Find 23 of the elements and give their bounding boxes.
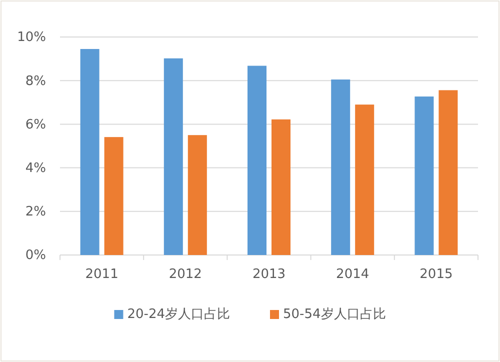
y-tick-label: 0% xyxy=(25,248,46,264)
y-tick-label: 10% xyxy=(17,30,46,46)
bar xyxy=(355,104,374,255)
y-tick-label: 8% xyxy=(25,74,46,89)
y-tick-label: 4% xyxy=(25,160,46,176)
y-tick-label: 6% xyxy=(25,117,46,132)
y-tick-label: 2% xyxy=(25,204,46,220)
bar xyxy=(104,137,124,255)
bar xyxy=(80,48,100,255)
x-tick-label: 2011 xyxy=(85,267,118,282)
x-tick-label: 2013 xyxy=(252,267,286,282)
x-tick-label: 2014 xyxy=(336,267,370,282)
x-tick-label: 2015 xyxy=(420,267,453,282)
bar xyxy=(331,80,350,255)
bar xyxy=(188,135,207,255)
bar xyxy=(248,66,266,255)
bar xyxy=(414,96,434,255)
bar xyxy=(164,58,183,255)
x-tick-label: 2012 xyxy=(168,267,202,282)
legend-label: 50-54岁人口占比 xyxy=(283,307,386,322)
legend-label: 20-24岁人口占比 xyxy=(127,307,230,322)
bar xyxy=(438,90,458,255)
bar xyxy=(272,119,290,255)
